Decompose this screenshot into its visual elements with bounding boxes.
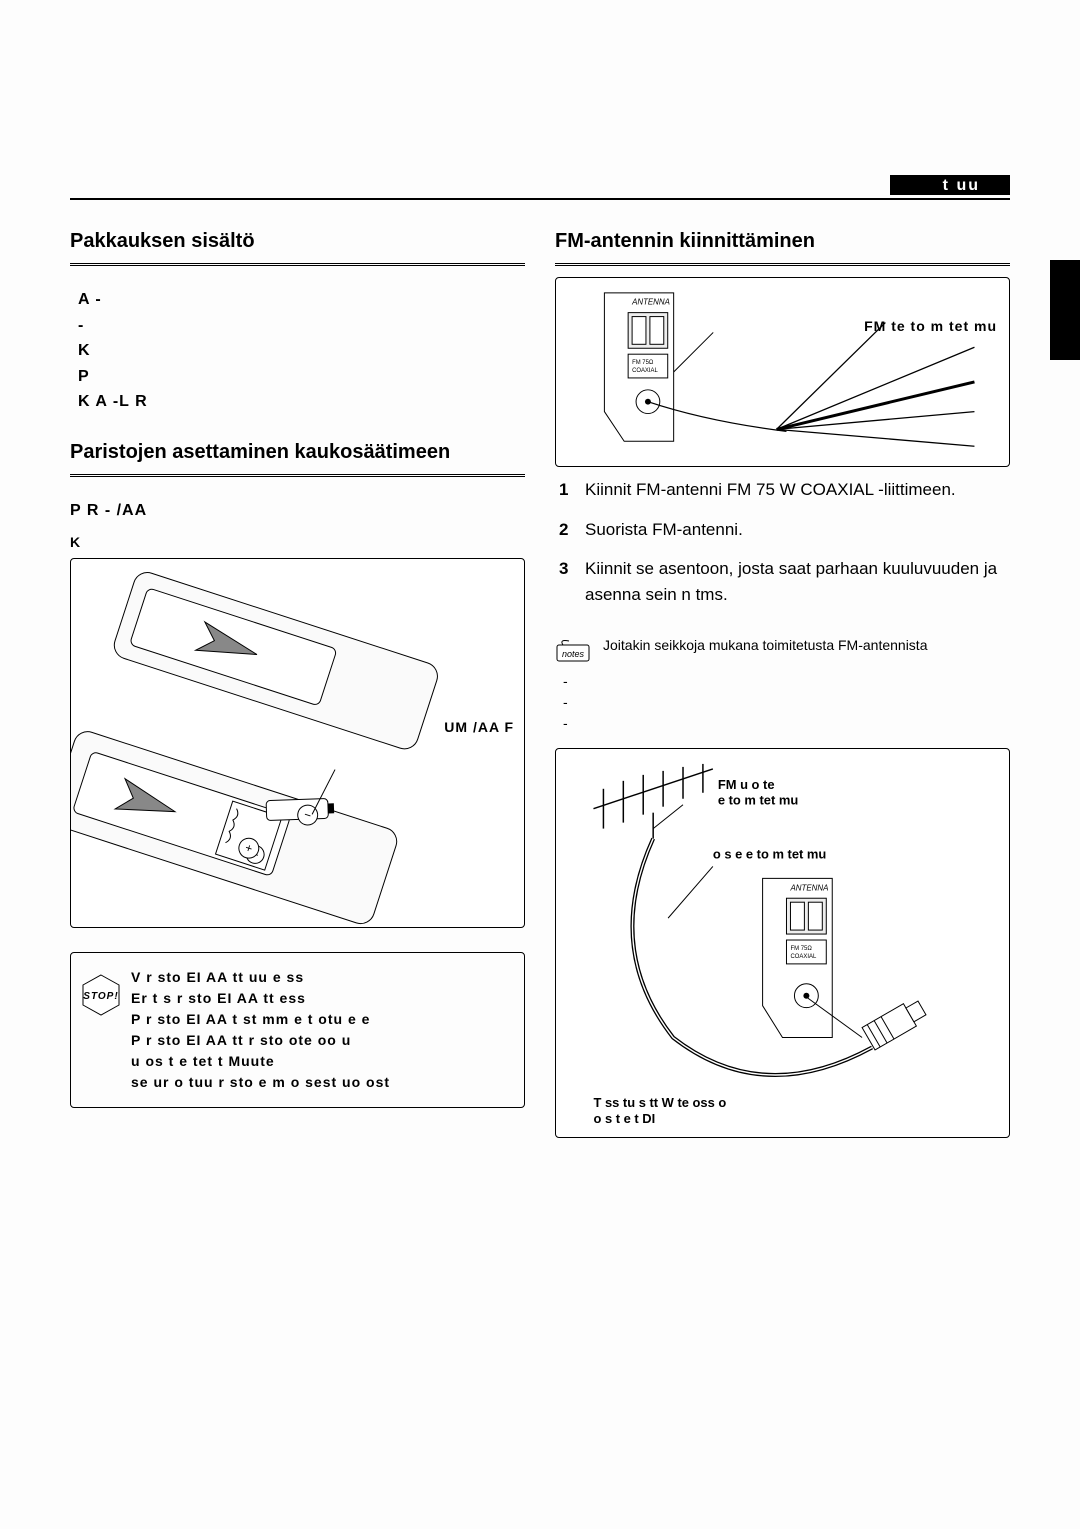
step-1: 1 Kiinnit FM-antenni FM 75 W COAXIAL -li…: [559, 477, 1006, 503]
stop-icon: STOP!: [79, 973, 123, 1017]
step-num: 2: [559, 517, 577, 543]
notes-row: notes Joitakin seikkoja mukana toimitetu…: [555, 637, 1010, 665]
step-3: 3 Kiinnit se asentoon, josta saat parhaa…: [559, 556, 1006, 607]
fm-antenna-svg: ANTENNA FM 75Ω COAXIAL: [556, 278, 1009, 466]
remote-diagram: − − + UM /AA F: [70, 558, 525, 928]
header-label: t uu: [943, 177, 980, 195]
fm-title: FM-antennin kiinnittäminen: [555, 230, 1010, 253]
outdoor-label2: o s e e to m tet mu: [713, 846, 827, 861]
list-item: -: [78, 313, 517, 339]
outdoor-label3: T ss tu s tt W te oss o o s t e t DI: [593, 1095, 729, 1126]
svg-text:ANTENNA: ANTENNA: [789, 883, 828, 892]
fm-steps: 1 Kiinnit FM-antenni FM 75 W COAXIAL -li…: [555, 467, 1010, 631]
svg-text:STOP!: STOP!: [83, 991, 118, 1002]
rule: [555, 263, 1010, 267]
notes-text: Joitakin seikkoja mukana toimitetusta FM…: [603, 637, 927, 653]
step-text: Kiinnit FM-antenni FM 75 W COAXIAL -liit…: [585, 477, 956, 503]
svg-text:FM 75Ω: FM 75Ω: [790, 946, 812, 952]
battery-type-label: UM /AA F: [444, 719, 514, 735]
list-item: A -: [78, 287, 517, 313]
list-item: K A -L R: [78, 389, 517, 415]
notes-sub: - - -: [563, 671, 1010, 734]
battery-sub: P R - /AA: [70, 502, 525, 520]
list-item: K: [78, 338, 517, 364]
outdoor-antenna-diagram: ANTENNA FM 75Ω COAXIAL FM u o te e to m …: [555, 748, 1010, 1138]
header-arrow: [988, 175, 1010, 191]
list-item: P: [78, 364, 517, 390]
remote-svg: − − +: [71, 559, 524, 927]
fm-supplied-label: FM te to m tet mu: [864, 318, 997, 334]
side-tab: [1050, 260, 1080, 360]
outdoor-svg: ANTENNA FM 75Ω COAXIAL FM u o te e to m …: [556, 749, 1009, 1137]
battery-title: Paristojen asettaminen kaukosäätimeen: [70, 441, 525, 464]
rule: [70, 474, 525, 478]
left-column: Pakkauksen sisältö A - - K P K A -L R Pa…: [70, 230, 525, 1469]
svg-text:COAXIAL: COAXIAL: [790, 954, 816, 960]
warning-text: V r sto EI AA tt uu e ss Er t s r sto EI…: [131, 967, 510, 1093]
svg-text:ANTENNA: ANTENNA: [631, 298, 670, 307]
package-title: Pakkauksen sisältö: [70, 230, 525, 253]
step-num: 1: [559, 477, 577, 503]
notes-icon: notes: [555, 637, 595, 665]
header-rule: [70, 198, 1010, 200]
arrow-icon: [988, 175, 1010, 191]
battery-sub2: K: [70, 534, 525, 550]
warning-box: STOP! V r sto EI AA tt uu e ss Er t s r …: [70, 952, 525, 1108]
step-text: Kiinnit se asentoon, josta saat parhaan …: [585, 556, 1006, 607]
svg-text:notes: notes: [562, 649, 585, 659]
right-column: FM-antennin kiinnittäminen ANTENNA FM 75…: [555, 230, 1010, 1469]
outdoor-label1: FM u o te e to m tet mu: [718, 777, 799, 808]
svg-text:COAXIAL: COAXIAL: [632, 368, 658, 374]
page-content: Pakkauksen sisältö A - - K P K A -L R Pa…: [70, 230, 1010, 1469]
fm-antenna-diagram: ANTENNA FM 75Ω COAXIAL: [555, 277, 1010, 467]
svg-text:FM 75Ω: FM 75Ω: [632, 360, 654, 366]
step-text: Suorista FM-antenni.: [585, 517, 743, 543]
step-num: 3: [559, 556, 577, 607]
step-2: 2 Suorista FM-antenni.: [559, 517, 1006, 543]
rule: [70, 263, 525, 267]
package-items: A - - K P K A -L R: [70, 277, 525, 425]
